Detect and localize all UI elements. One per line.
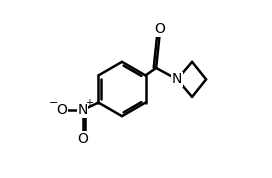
Text: O: O [155,22,166,36]
Text: N: N [77,103,88,117]
Text: O: O [77,132,88,146]
Text: +: + [85,98,93,108]
Text: −: − [48,98,58,108]
Text: O: O [56,103,67,117]
Text: N: N [172,72,182,86]
